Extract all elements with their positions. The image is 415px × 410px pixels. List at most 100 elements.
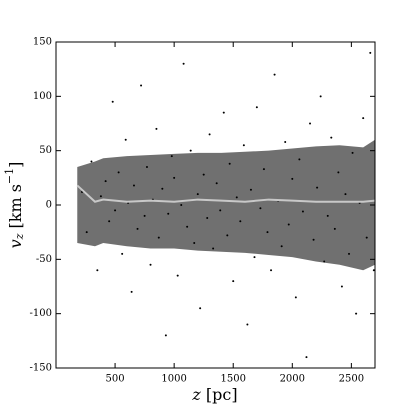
point — [193, 242, 196, 245]
y-axis-label: vz [km s−1] — [3, 162, 29, 249]
point — [348, 252, 351, 255]
point — [108, 220, 111, 223]
point — [266, 231, 269, 234]
point — [121, 252, 124, 255]
point — [287, 223, 290, 226]
point — [294, 296, 297, 299]
point — [143, 214, 146, 217]
point — [259, 207, 262, 210]
y-tick-label: 0 — [46, 200, 52, 211]
y-label-close: ] — [6, 162, 25, 168]
point — [309, 122, 312, 125]
point — [99, 195, 102, 198]
point — [117, 171, 120, 174]
point — [351, 151, 354, 154]
point — [208, 133, 211, 136]
point — [291, 177, 294, 180]
point — [114, 209, 117, 212]
point — [337, 171, 340, 174]
median-line — [76, 184, 376, 203]
point — [124, 138, 127, 141]
x-tick-label: 2000 — [280, 374, 305, 385]
point — [249, 188, 252, 191]
point — [333, 227, 336, 230]
point — [161, 187, 164, 190]
x-label-unit: [pc] — [206, 385, 238, 404]
y-tick-label: -150 — [30, 363, 52, 374]
point — [140, 84, 143, 87]
point — [167, 212, 170, 215]
point — [182, 62, 185, 65]
band — [77, 139, 376, 271]
point — [176, 274, 179, 277]
point — [232, 280, 235, 283]
x-tick-label: 1500 — [220, 374, 245, 385]
point — [132, 184, 135, 187]
point — [111, 100, 114, 103]
point — [330, 136, 333, 139]
y-tick-label: -100 — [30, 308, 52, 319]
point — [215, 182, 218, 185]
point — [226, 234, 229, 237]
point — [323, 260, 326, 263]
y-tick-label: 50 — [39, 145, 52, 156]
point — [164, 334, 167, 337]
point — [255, 106, 258, 109]
point — [355, 312, 358, 315]
point — [239, 220, 242, 223]
point — [173, 176, 176, 179]
x-label-var: z — [191, 385, 201, 404]
point — [186, 225, 189, 228]
y-label-sub: z — [13, 233, 26, 240]
y-tick-label: -50 — [36, 254, 52, 265]
point — [199, 307, 202, 310]
point — [365, 236, 368, 239]
x-tick-label: 2500 — [339, 374, 364, 385]
point — [196, 193, 199, 196]
point — [206, 217, 209, 220]
point — [284, 140, 287, 143]
point — [301, 210, 304, 213]
point — [130, 290, 133, 293]
point — [136, 227, 139, 230]
point — [170, 155, 173, 158]
point — [319, 95, 322, 98]
point — [273, 73, 276, 76]
point — [242, 144, 245, 147]
point — [90, 160, 93, 163]
point — [149, 263, 152, 266]
point — [222, 111, 225, 114]
point — [85, 231, 88, 234]
y-tick-label: 150 — [33, 37, 52, 48]
point — [280, 245, 283, 248]
point — [326, 214, 329, 217]
point — [362, 117, 365, 120]
point — [305, 356, 308, 359]
point — [316, 186, 319, 189]
x-axis-label: z [pc] — [191, 385, 237, 404]
point — [145, 165, 148, 168]
point — [235, 196, 238, 199]
x-tick-label: 1000 — [161, 374, 186, 385]
y-label-var: v — [6, 239, 25, 248]
y-label-sup: −1 — [3, 168, 16, 184]
point — [344, 193, 347, 196]
point — [246, 323, 249, 326]
point — [180, 204, 183, 206]
point — [219, 209, 222, 212]
point — [369, 51, 372, 54]
point — [253, 256, 256, 259]
point — [312, 238, 315, 241]
y-label-unit: [km s — [6, 184, 25, 228]
point — [96, 269, 99, 272]
y-tick-label: 100 — [33, 91, 52, 102]
point — [372, 269, 375, 272]
point — [270, 269, 273, 272]
point — [155, 127, 158, 130]
point — [228, 162, 231, 165]
x-tick-label: 500 — [106, 374, 125, 385]
point — [104, 180, 107, 183]
point — [340, 285, 343, 288]
point — [298, 158, 301, 161]
